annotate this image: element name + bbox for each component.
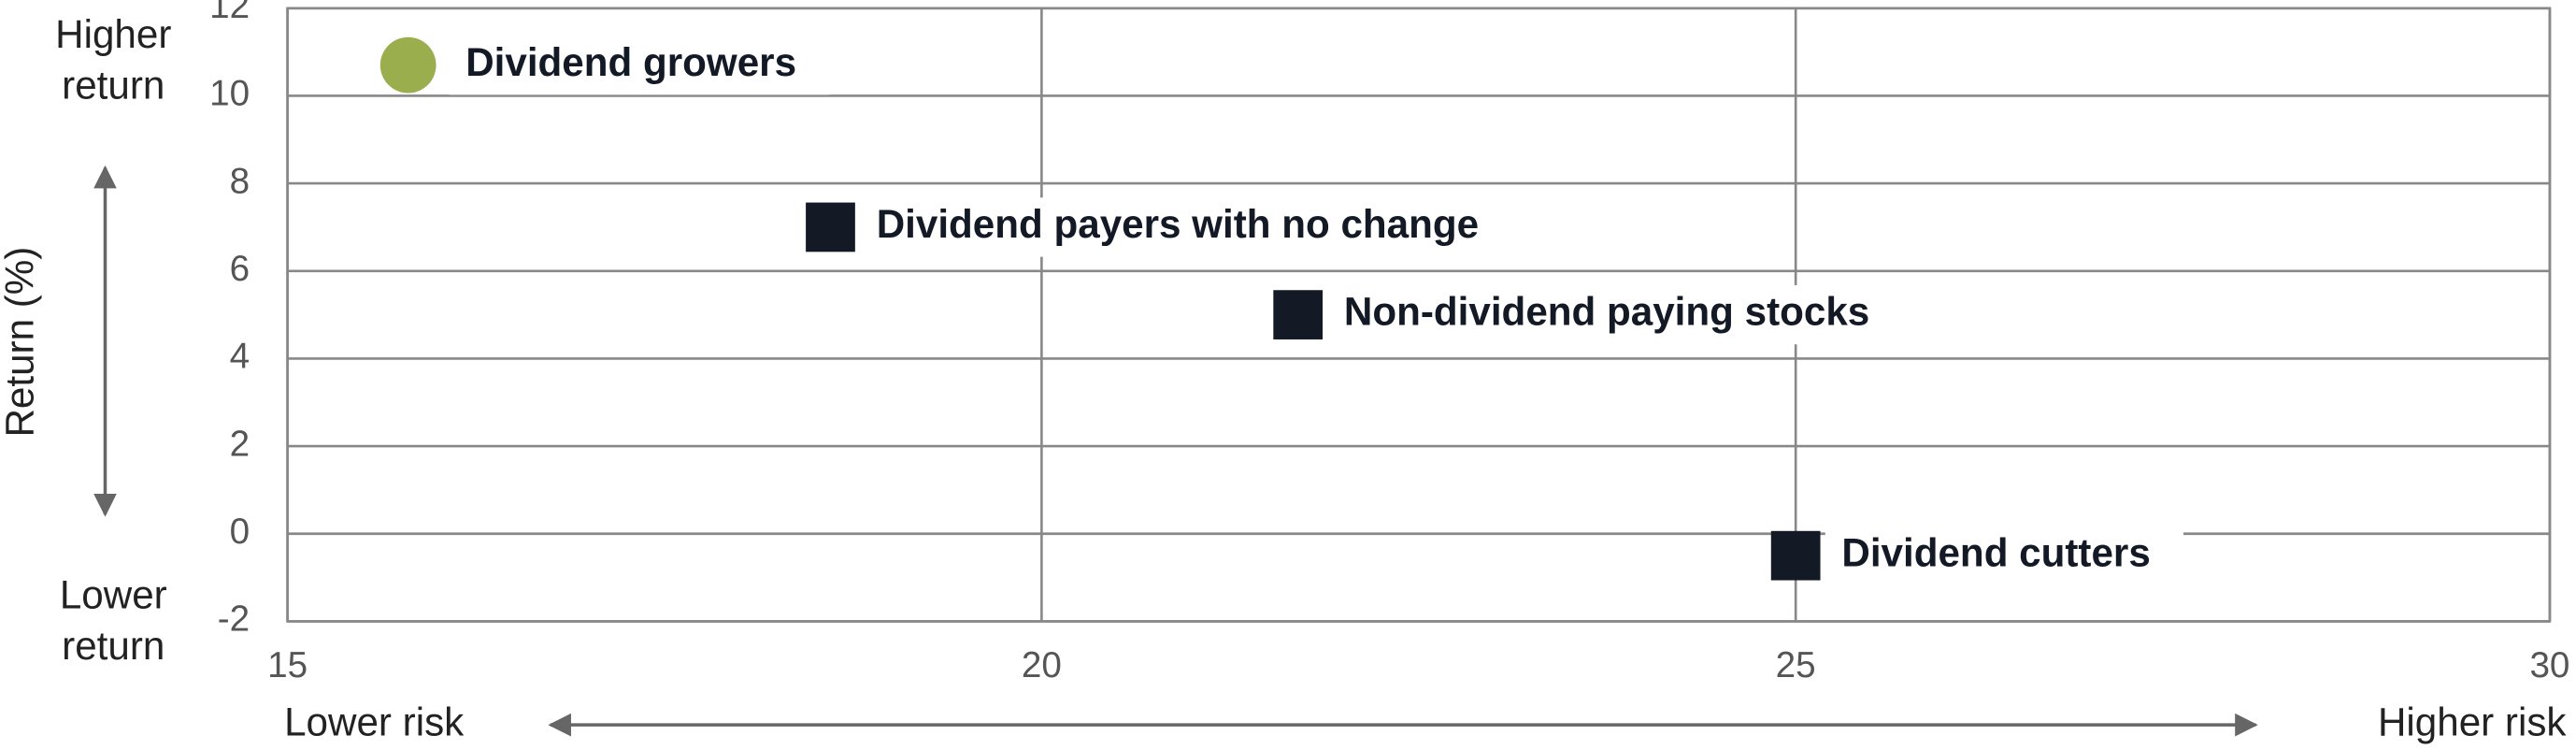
- point: [1273, 290, 1324, 339]
- y-bottom-note: Lower return: [59, 573, 167, 670]
- label-background: [860, 197, 1512, 257]
- point-label: Non-dividend paying stocks: [1344, 290, 1869, 334]
- point-label: Dividend growers: [465, 40, 796, 84]
- plot-frame: [286, 7, 2552, 623]
- y-top-note: Higher return: [55, 13, 172, 109]
- label-background: [1327, 284, 1903, 345]
- point-label: Dividend payers with no change: [877, 202, 1479, 246]
- point-label: Dividend cutters: [1841, 530, 2150, 574]
- y-tick-label: 2: [230, 424, 250, 464]
- y-tick-label: 0: [230, 512, 250, 552]
- x-tick-label: 25: [1776, 645, 1816, 685]
- x-left-note: Lower risk: [284, 700, 465, 743]
- point: [806, 202, 855, 252]
- y-tick-label: -2: [218, 599, 250, 640]
- label-background: [1825, 526, 2183, 585]
- point: [379, 36, 436, 94]
- y-tick-label: 6: [230, 249, 250, 289]
- x-right-note: Higher risk: [2378, 700, 2567, 743]
- point: [1770, 530, 1821, 581]
- y-tick-label: 4: [230, 337, 250, 377]
- y-tick-label: 12: [209, 0, 250, 26]
- y-axis-title: Return (%): [0, 247, 42, 438]
- label-background: [449, 36, 830, 95]
- x-tick-label: 20: [1022, 645, 1062, 685]
- x-tick-label: 15: [267, 645, 308, 685]
- x-tick-label: 30: [2529, 645, 2569, 685]
- y-tick-label: 10: [209, 74, 250, 114]
- y-tick-label: 8: [230, 161, 250, 201]
